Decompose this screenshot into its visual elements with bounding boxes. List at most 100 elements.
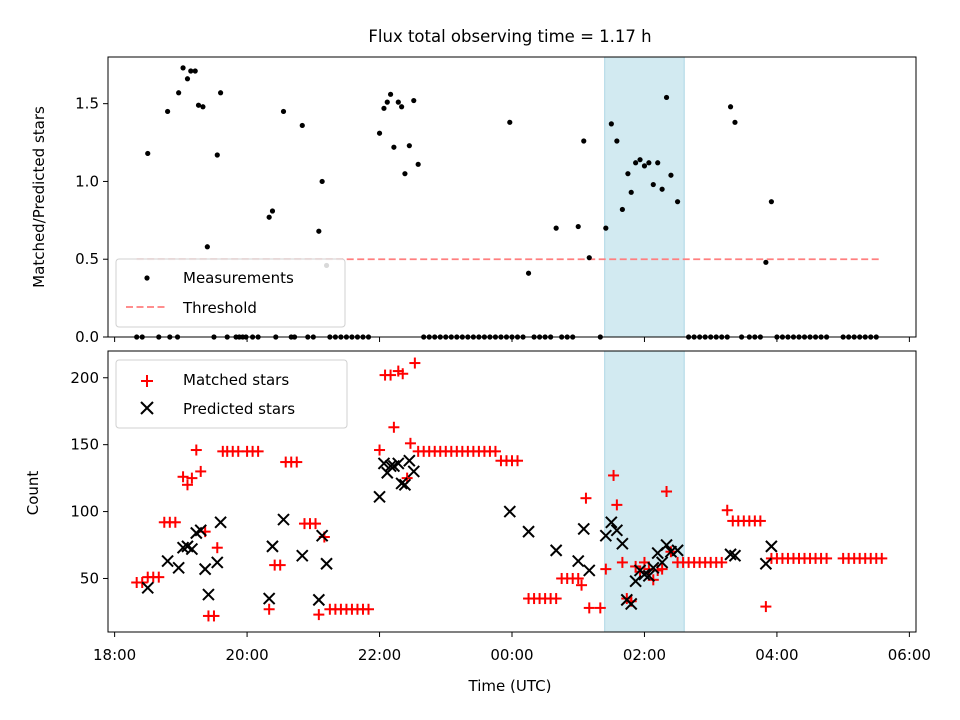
predicted-star-point bbox=[647, 561, 660, 574]
matched-star-point bbox=[181, 479, 193, 491]
matched-star-point bbox=[313, 609, 325, 621]
predicted-star-point bbox=[577, 522, 590, 536]
matched-star-point bbox=[263, 603, 275, 615]
matched-star-point bbox=[195, 465, 207, 477]
measurement-point bbox=[674, 199, 681, 205]
measurement-point bbox=[581, 138, 587, 144]
predicted-star-point bbox=[765, 540, 778, 553]
measurement-point bbox=[659, 186, 665, 192]
predicted-star-point bbox=[403, 454, 416, 467]
measurement-point bbox=[525, 270, 532, 276]
predicted-star-point bbox=[312, 593, 326, 607]
matched-star-point bbox=[716, 556, 728, 568]
bottom-legend: Matched stars Predicted stars bbox=[115, 359, 348, 429]
top-legend-box bbox=[115, 258, 346, 328]
measurement-point bbox=[641, 163, 648, 169]
measurement-point bbox=[266, 214, 272, 220]
predicted-star-point bbox=[320, 557, 333, 570]
measurement-point bbox=[768, 199, 774, 205]
matched-star-point bbox=[611, 499, 623, 511]
matched-star-point bbox=[576, 579, 588, 591]
measurement-point bbox=[415, 161, 421, 167]
legend-matched-marker bbox=[141, 375, 153, 387]
predicted-star-point bbox=[377, 457, 391, 470]
predicted-star-point bbox=[671, 544, 684, 557]
matched-star-point bbox=[876, 552, 888, 564]
matched-star-point bbox=[186, 472, 198, 484]
predicted-star-point bbox=[296, 549, 309, 562]
matched-star-point bbox=[512, 455, 524, 467]
measurement-point bbox=[299, 122, 305, 129]
matched-star-point bbox=[211, 542, 223, 554]
matched-star-point bbox=[594, 602, 606, 614]
measurement-point bbox=[184, 76, 191, 82]
bottom-y-tick-label: 50 bbox=[80, 569, 99, 587]
x-tick-label: 20:00 bbox=[225, 646, 268, 664]
legend-matched-label: Matched stars bbox=[183, 371, 289, 389]
predicted-stars-points bbox=[141, 454, 778, 611]
x-tick-label: 22:00 bbox=[358, 646, 401, 664]
legend-measurements-label: Measurements bbox=[183, 269, 294, 287]
measurement-point bbox=[402, 171, 408, 177]
predicted-star-point bbox=[266, 540, 279, 553]
matched-star-point bbox=[550, 593, 562, 605]
measurement-point bbox=[575, 223, 581, 230]
predicted-star-point bbox=[616, 537, 629, 550]
legend-threshold-label: Threshold bbox=[182, 299, 257, 317]
measurement-point bbox=[176, 90, 182, 96]
measurement-point bbox=[269, 208, 276, 214]
predicted-star-point bbox=[724, 548, 737, 561]
top-y-tick-label: 1.5 bbox=[75, 95, 99, 113]
matched-star-point bbox=[489, 445, 501, 457]
predicted-star-point bbox=[759, 557, 773, 570]
measurement-point bbox=[411, 97, 417, 104]
bottom-x-axis-ticks: 18:00 20:00 22:00 00:00 02:00 04:00 06:00 bbox=[93, 632, 931, 664]
matched-star-point bbox=[385, 369, 397, 381]
matched-star-point bbox=[208, 610, 220, 622]
x-tick-label: 02:00 bbox=[623, 646, 666, 664]
bottom-panel: 50 100 150 200 18:00 20:00 22:00 00:00 02:00 04:… bbox=[24, 350, 931, 695]
legend-predicted-marker bbox=[140, 401, 154, 415]
measurement-point bbox=[381, 105, 387, 111]
matched-star-point bbox=[760, 601, 772, 613]
predicted-star-point bbox=[407, 465, 420, 478]
legend-predicted-label: Predicted stars bbox=[183, 400, 295, 418]
matched-star-point bbox=[656, 563, 668, 575]
bottom-legend-box bbox=[115, 359, 348, 429]
predicted-star-point bbox=[211, 556, 224, 569]
measurement-point bbox=[319, 178, 325, 185]
measurement-point bbox=[646, 160, 652, 166]
measurement-point bbox=[628, 189, 634, 195]
x-tick-label: 18:00 bbox=[93, 646, 136, 664]
matched-star-point bbox=[397, 368, 409, 380]
x-axis-label: Time (UTC) bbox=[468, 677, 552, 695]
top-legend: Measurements Threshold bbox=[115, 258, 346, 328]
predicted-star-point bbox=[728, 549, 742, 562]
predicted-star-point bbox=[384, 459, 397, 473]
top-x-axis-ticks bbox=[114, 337, 910, 342]
predicted-star-point bbox=[583, 564, 596, 577]
predicted-star-point bbox=[262, 592, 276, 605]
predicted-star-point bbox=[172, 561, 185, 574]
bottom-y-tick-label: 100 bbox=[70, 503, 99, 521]
predicted-star-point bbox=[642, 569, 656, 583]
measurement-point bbox=[204, 244, 210, 250]
bottom-y-axis-label: Count bbox=[24, 471, 42, 516]
measurement-point bbox=[668, 172, 674, 178]
measurement-point bbox=[614, 138, 620, 144]
measurement-point bbox=[619, 206, 625, 213]
predicted-star-point bbox=[503, 505, 516, 518]
x-tick-label: 04:00 bbox=[755, 646, 798, 664]
matched-star-point bbox=[821, 552, 833, 564]
bottom-y-tick-label: 200 bbox=[70, 369, 99, 387]
matched-star-point bbox=[754, 515, 766, 527]
measurement-point bbox=[145, 150, 151, 157]
predicted-star-point bbox=[572, 554, 585, 568]
measurement-point bbox=[217, 90, 224, 96]
predicted-star-point bbox=[638, 568, 651, 581]
predicted-star-point bbox=[185, 542, 199, 556]
predicted-star-point bbox=[315, 529, 329, 542]
measurement-point bbox=[395, 99, 401, 105]
top-plot-frame bbox=[107, 56, 917, 338]
matched-star-point bbox=[404, 437, 416, 449]
